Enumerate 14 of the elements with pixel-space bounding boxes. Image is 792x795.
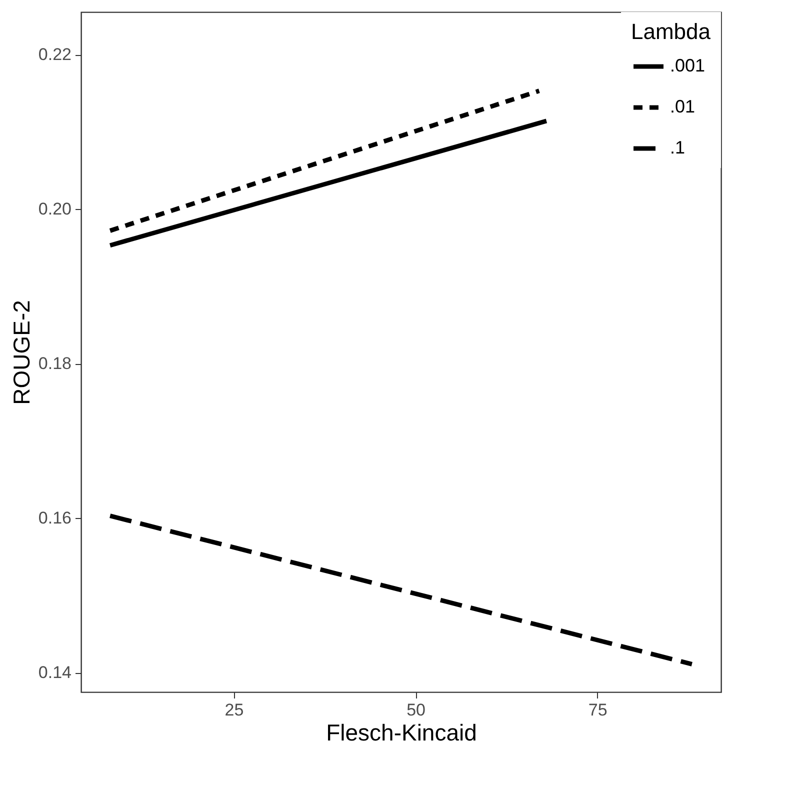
x-axis-title: Flesch-Kincaid [326, 720, 477, 746]
y-axis-title: ROUGE-2 [8, 300, 34, 405]
y-tick-label: 0.14 [38, 663, 72, 682]
y-tick-label: 0.20 [38, 200, 72, 219]
legend-label: .1 [670, 138, 686, 158]
legend-label: .01 [670, 96, 696, 116]
y-tick-label: 0.18 [38, 354, 72, 374]
legend-title: Lambda [631, 19, 712, 44]
x-tick-label: 75 [588, 700, 608, 720]
legend-label: .001 [670, 56, 706, 76]
y-tick-label: 0.16 [38, 508, 72, 528]
x-tick-label: 25 [224, 700, 244, 720]
x-tick-label: 50 [406, 700, 426, 720]
y-tick-label: 0.22 [38, 45, 72, 64]
